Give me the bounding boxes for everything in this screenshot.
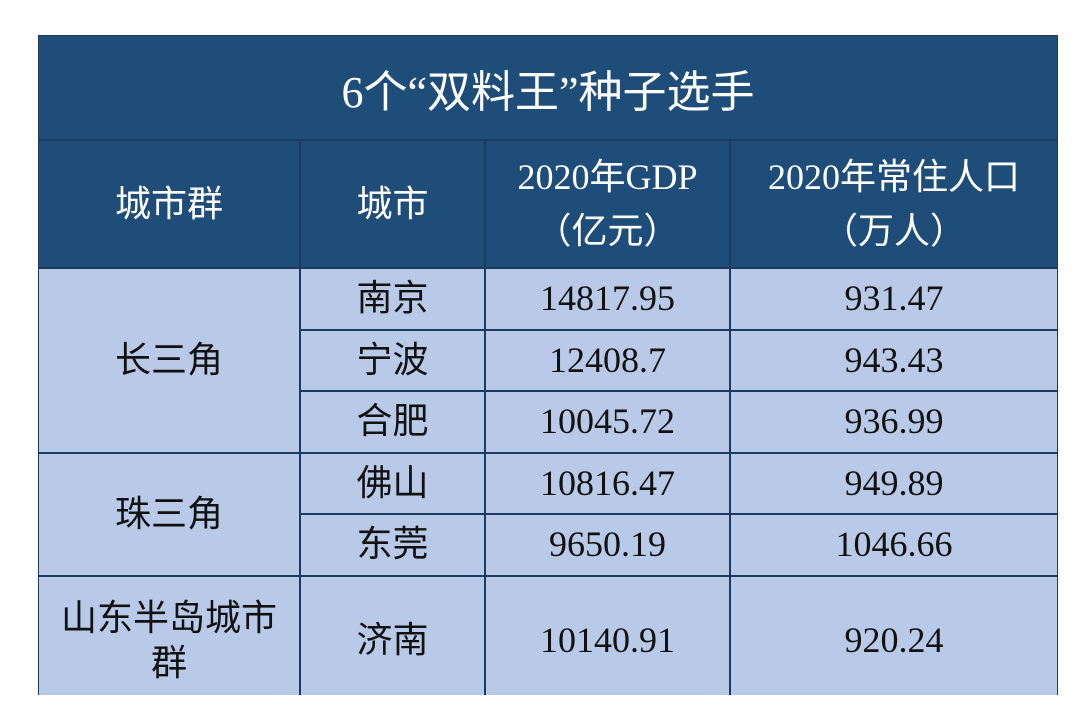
value-cell: 12408.7 <box>485 329 730 391</box>
value-cell: 1046.66 <box>730 514 1058 576</box>
table: 6个“双料王”种子选手 城市群 城市 2020年GDP （亿元） 2020年常住人口 （万… <box>38 35 1058 695</box>
city-group: 珠三角 <box>38 452 300 576</box>
city-group: 长三角 <box>38 268 300 453</box>
city: 济南 <box>300 575 485 695</box>
header-line: 2020年GDP <box>517 157 698 197</box>
column-header: 城市群 <box>38 140 300 268</box>
column-header: 2020年GDP （亿元） <box>485 140 730 268</box>
city: 南京 <box>300 268 485 330</box>
value-cell: 931.47 <box>730 268 1058 330</box>
header-line: 城市群 <box>114 184 223 224</box>
value-cell: 943.43 <box>730 329 1058 391</box>
city: 合肥 <box>300 391 485 453</box>
city: 佛山 <box>300 452 485 514</box>
city: 东莞 <box>300 514 485 576</box>
city: 宁波 <box>300 329 485 391</box>
header-line: 城市 <box>356 184 429 224</box>
table-title: 6个“双料王”种子选手 <box>38 35 1058 140</box>
column-header: 2020年常住人口 （万人） <box>730 140 1058 268</box>
value-cell: 10140.91 <box>485 575 730 695</box>
value-cell: 936.99 <box>730 391 1058 453</box>
city-group: 山东半岛城市群 <box>38 575 300 695</box>
column-header: 城市 <box>300 140 485 268</box>
value-cell: 10816.47 <box>485 452 730 514</box>
value-cell: 949.89 <box>730 452 1058 514</box>
value-cell: 920.24 <box>730 575 1058 695</box>
header-line: （亿元） <box>535 211 680 251</box>
header-line: （万人） <box>821 211 966 251</box>
value-cell: 14817.95 <box>485 268 730 330</box>
value-cell: 9650.19 <box>485 514 730 576</box>
header-line: 2020年常住人口 <box>767 157 1020 197</box>
value-cell: 10045.72 <box>485 391 730 453</box>
